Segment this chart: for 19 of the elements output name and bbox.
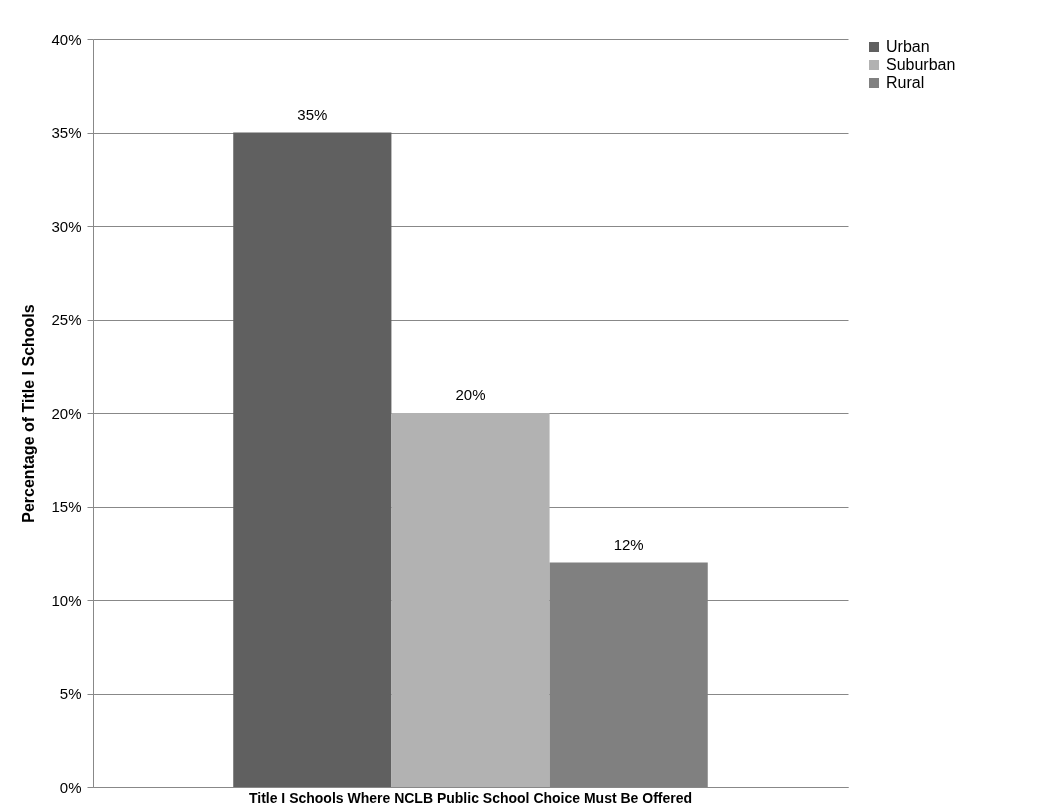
y-tick-label: 20% bbox=[51, 404, 82, 422]
y-tick-label: 40% bbox=[51, 30, 82, 48]
legend-label: Rural bbox=[886, 74, 925, 91]
data-label: 20% bbox=[455, 386, 486, 403]
y-axis-title: Percentage of Title I Schools bbox=[20, 304, 38, 523]
legend-label: Urban bbox=[886, 38, 930, 55]
y-tick-label: 30% bbox=[51, 217, 82, 235]
y-tick-label: 5% bbox=[59, 685, 82, 702]
y-tick-label: 15% bbox=[51, 498, 82, 515]
bar bbox=[233, 132, 392, 787]
y-tick-label: 0% bbox=[59, 778, 82, 796]
y-tick-label: 10% bbox=[51, 591, 82, 609]
x-tick-label: Title I Schools Where NCLB Public School Choice Must Be Offered bbox=[248, 789, 693, 806]
data-label: 12% bbox=[613, 535, 644, 553]
data-label: 35% bbox=[297, 105, 328, 123]
y-tick-label: 35% bbox=[51, 124, 82, 141]
y-tick-label: 25% bbox=[51, 311, 82, 328]
legend-label: Suburban bbox=[886, 56, 956, 73]
bar bbox=[391, 413, 550, 787]
